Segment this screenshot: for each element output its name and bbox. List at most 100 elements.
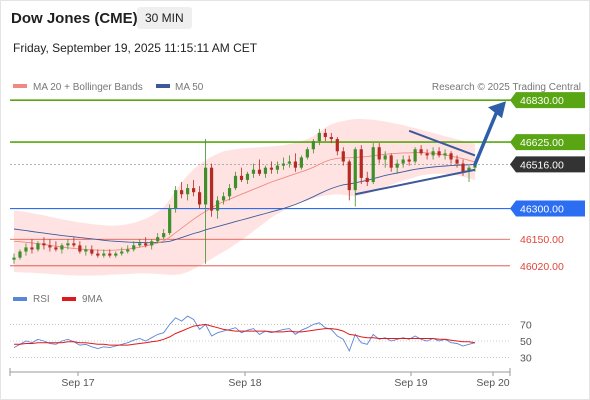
level-label-46150.00: 46150.00 — [520, 234, 564, 246]
timestamp: Friday, September 19, 2025 11:15:11 AM C… — [13, 41, 258, 55]
rsi-line — [13, 315, 476, 353]
candle-body — [239, 175, 244, 180]
candle-body — [138, 243, 142, 246]
legend-swatch-9ma — [62, 297, 76, 301]
candle-body — [371, 147, 375, 182]
candle-body — [72, 243, 76, 246]
candle-body — [12, 257, 16, 260]
time-label-sep-19: Sep 19 — [394, 377, 427, 389]
projection-arrowhead — [488, 101, 506, 119]
level-label-46020.00: 46020.00 — [520, 261, 564, 273]
candle-body — [317, 132, 321, 142]
level-label-46300.00: 46300.00 — [520, 204, 564, 216]
rsi-tick-50: 50 — [520, 336, 532, 348]
candle-body — [197, 192, 202, 205]
legend-swatch-rsi — [13, 297, 27, 301]
candle-body — [383, 155, 387, 160]
candle-body — [353, 149, 357, 191]
legend-label-9ma: 9MA — [82, 294, 103, 305]
candle-body — [467, 167, 471, 172]
interval-button[interactable]: 30 MIN — [137, 7, 192, 29]
candle-body — [144, 243, 148, 246]
candle-body — [419, 149, 423, 154]
projection-arrow — [473, 109, 499, 167]
candle-body — [431, 151, 435, 156]
candle-body — [443, 153, 447, 156]
level-label-46625.00: 46625.00 — [520, 137, 564, 149]
candle-body — [449, 153, 453, 160]
candle-body — [96, 253, 100, 256]
candle-body — [203, 167, 208, 205]
ma50-line — [13, 163, 476, 244]
candle-body — [437, 151, 441, 156]
candle-body — [66, 243, 70, 246]
candle-body — [281, 163, 286, 166]
candle-body — [209, 167, 214, 211]
candle-body — [174, 190, 178, 209]
candle-body — [395, 163, 399, 168]
rsi-tick-70: 70 — [520, 319, 532, 331]
candle-body — [114, 253, 118, 256]
candle-body — [36, 243, 40, 250]
candle-body — [150, 241, 154, 246]
candle-body — [233, 175, 238, 189]
candle-body — [221, 196, 226, 201]
candle-body — [347, 161, 351, 191]
candle-body — [305, 149, 309, 158]
candle-body — [132, 245, 136, 250]
rsi-tick-30: 30 — [520, 353, 532, 365]
candle-body — [311, 141, 315, 150]
chart-header: Dow Jones (CME) 30 MIN — [0, 0, 590, 36]
candle-body — [84, 249, 88, 252]
candle-body — [168, 208, 172, 234]
candle-body — [269, 167, 274, 170]
time-label-sep-17: Sep 17 — [61, 377, 94, 389]
triangle-lower-line — [355, 168, 476, 196]
candle-body — [413, 149, 417, 162]
candle-body — [102, 253, 106, 256]
candle-body — [365, 177, 369, 182]
candle-body — [78, 245, 82, 252]
candle-body — [299, 157, 303, 168]
candle-body — [461, 163, 465, 172]
level-label-46516.00: 46516.00 — [520, 159, 564, 171]
candle-body — [54, 247, 58, 250]
candle-body — [162, 233, 166, 238]
level-tag-46625.00 — [510, 134, 585, 151]
candle-body — [120, 251, 124, 254]
legend-swatch-ma50 — [156, 84, 170, 88]
candle-body — [425, 153, 429, 156]
legend-label-rsi: RSI — [33, 294, 50, 305]
legend-label-ma20: MA 20 + Bollinger Bands — [33, 82, 143, 93]
candle-body — [401, 159, 405, 164]
candle-body — [30, 247, 34, 250]
candle-body — [251, 169, 256, 174]
candle-body — [215, 200, 220, 211]
candle-body — [323, 132, 327, 137]
level-tag-46830.00 — [510, 92, 585, 109]
candle-body — [389, 155, 393, 168]
triangle-upper-line — [408, 129, 476, 157]
candle-body — [455, 159, 459, 164]
candle-body — [359, 149, 363, 178]
level-label-46830.00: 46830.00 — [520, 95, 564, 107]
candle-body — [156, 237, 160, 242]
candle-body — [126, 249, 130, 252]
time-label-sep-20: Sep 20 — [476, 377, 509, 389]
candle-body — [60, 245, 64, 250]
candle-body — [192, 188, 196, 193]
source-credit: Research © 2025 Trading Central — [432, 82, 581, 93]
candle-body — [335, 139, 339, 152]
level-tag-46300.00 — [510, 200, 585, 217]
time-label-sep-18: Sep 18 — [228, 377, 261, 389]
candle-body — [263, 167, 268, 174]
legend-swatch-ma20 — [13, 84, 27, 88]
candle-body — [377, 147, 381, 160]
candle-body — [42, 243, 46, 246]
rsi-ma-line — [14, 323, 476, 346]
candle-body — [18, 251, 22, 258]
candle-body — [275, 165, 280, 170]
candle-body — [245, 173, 250, 180]
level-tag-46516.00 — [510, 156, 585, 173]
